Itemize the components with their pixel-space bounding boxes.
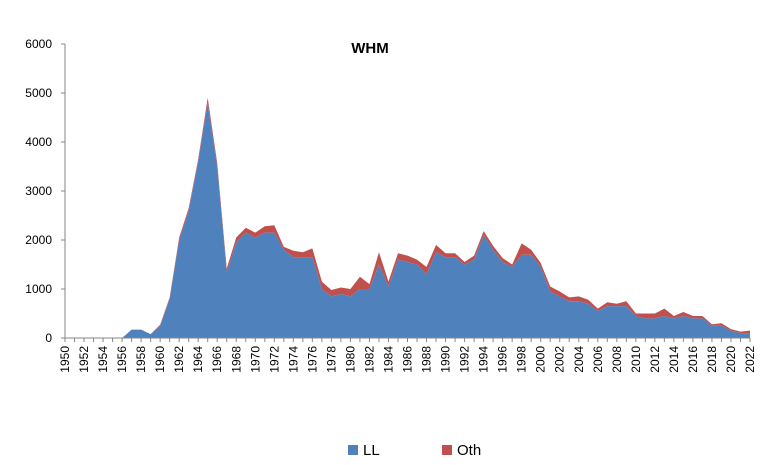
y-axis: 0 1000 2000 3000 4000 5000 6000 <box>25 37 65 345</box>
x-tick-label: 1958 <box>134 346 148 373</box>
x-tick-label: 1992 <box>458 346 472 373</box>
x-tick-label: 1962 <box>172 346 186 373</box>
x-tick-label: 2000 <box>534 346 548 373</box>
area-layers <box>65 98 750 338</box>
y-tick-label: 6000 <box>25 37 52 51</box>
x-tick-label: 1978 <box>324 346 338 373</box>
x-tick-label: 1998 <box>515 346 529 373</box>
x-tick-label: 1974 <box>286 346 300 373</box>
x-tick-label: 2004 <box>572 346 586 373</box>
legend-item-ll: LL <box>348 442 380 459</box>
chart: WHM 0100020003000400050006000 1950 1952 19… <box>0 0 770 465</box>
y-tick-label: 1000 <box>25 282 52 296</box>
x-axis: 1950 1952 1954 1956 1958 1960 1962 1964 1966 1968… <box>58 338 757 373</box>
x-tick-label: 2012 <box>648 346 662 373</box>
y-tick-label: 4000 <box>25 135 52 149</box>
x-tick-label: 2010 <box>629 346 643 373</box>
x-tick-label: 1986 <box>401 346 415 373</box>
y-tick-label: 3000 <box>25 184 52 198</box>
legend: LL Oth <box>348 442 481 459</box>
x-tick-label: 2016 <box>686 346 700 373</box>
x-tick-label: 1984 <box>381 346 395 373</box>
x-tick-label: 2020 <box>724 346 738 373</box>
chart-title: WHM <box>351 40 389 57</box>
x-tick-label: 1964 <box>191 346 205 373</box>
x-tick-label: 1982 <box>362 346 376 373</box>
x-tick-label: 2022 <box>743 346 757 373</box>
legend-label: LL <box>363 442 380 459</box>
x-tick-label: 1956 <box>115 346 129 373</box>
x-tick-label: 1994 <box>477 346 491 373</box>
x-tick-label: 2002 <box>553 346 567 373</box>
x-tick-label: 1972 <box>267 346 281 373</box>
x-tick-label: 1988 <box>420 346 434 373</box>
x-tick-label: 1952 <box>77 346 91 373</box>
y-tick-label: 0 <box>45 331 52 345</box>
x-tick-label: 1968 <box>229 346 243 373</box>
legend-label: Oth <box>457 442 481 459</box>
x-tick-label: 2006 <box>591 346 605 373</box>
x-tick-label: 2014 <box>667 346 681 373</box>
x-tick-label: 2018 <box>705 346 719 373</box>
x-tick-label: 1970 <box>248 346 262 373</box>
x-tick-label: 1954 <box>96 346 110 373</box>
y-tick-label: 2000 <box>25 233 52 247</box>
x-tick-label: 1960 <box>153 346 167 373</box>
legend-swatch <box>348 445 358 455</box>
x-tick-label: 1990 <box>439 346 453 373</box>
x-tick-label: 1976 <box>305 346 319 373</box>
legend-swatch <box>442 445 452 455</box>
x-tick-label: 2008 <box>610 346 624 373</box>
x-tick-label: 1950 <box>58 346 72 373</box>
area-series-ll <box>65 103 750 338</box>
x-tick-label: 1996 <box>496 346 510 373</box>
x-tick-label: 1966 <box>210 346 224 373</box>
y-tick-label: 5000 <box>25 86 52 100</box>
x-tick-label: 1980 <box>343 346 357 373</box>
legend-item-oth: Oth <box>442 442 481 459</box>
